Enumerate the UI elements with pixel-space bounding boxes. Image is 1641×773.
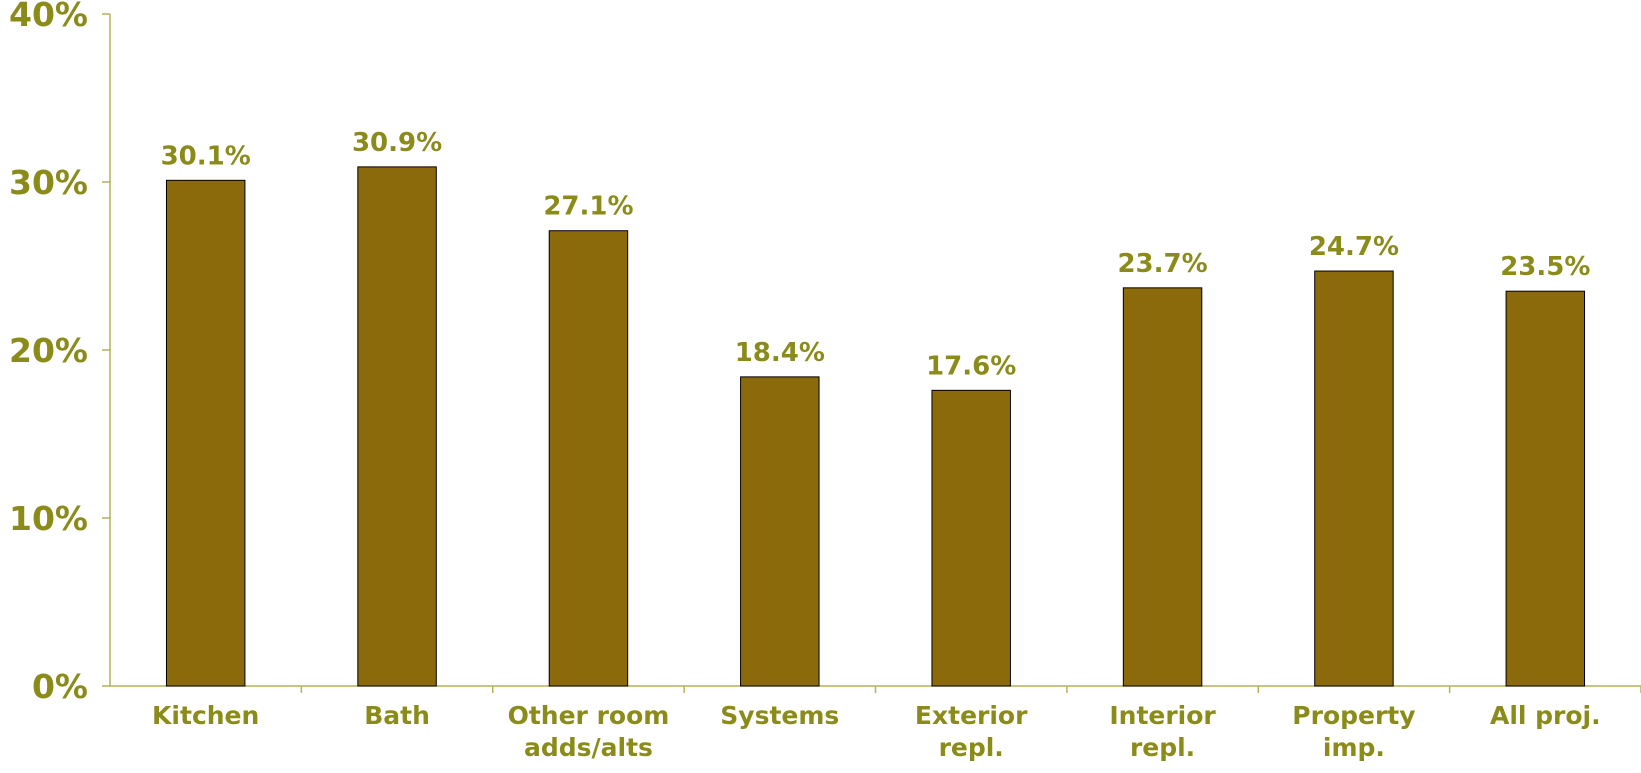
y-tick-label: 30% [9,163,88,202]
bar [1314,270,1394,687]
value-labels: 30.1% 30.9% 27.1% 18.4% 17.6% 23.7% 24.7% 23.5% [161,128,1591,381]
bar [357,166,437,687]
data-label: 17.6% [926,351,1016,381]
bar [1505,290,1586,687]
bar [740,376,820,687]
y-tick-label: 0% [32,667,88,706]
x-tick-label: Other room [508,701,670,730]
x-tick-label: imp. [1323,733,1385,762]
x-tick-labels: Kitchen Bath Other room adds/alts Systems Ext… [152,701,1601,762]
axes [102,13,1641,693]
x-tick-label: Interior [1109,701,1216,730]
data-label: 18.4% [735,338,825,368]
y-tick-labels: 0% 10% 20% 30% 40% [9,0,88,706]
data-label: 23.5% [1500,252,1590,282]
x-tick-label: Property [1292,701,1415,730]
y-tick-label: 10% [9,499,88,538]
x-tick-label: Exterior [915,701,1028,730]
bar [548,230,629,687]
x-tick-label: Kitchen [152,701,259,730]
bar [165,179,246,687]
data-label: 27.1% [543,192,633,222]
bar [1122,287,1203,687]
x-tick-label: adds/alts [524,733,653,762]
data-label: 30.9% [352,128,442,158]
data-label: 24.7% [1309,232,1399,262]
x-tick-label: Systems [720,701,839,730]
bars [165,166,1586,687]
y-tick-label: 40% [9,0,88,34]
y-tick-label: 20% [9,331,88,370]
x-tick-label: repl. [939,733,1004,762]
x-tick-label: All proj. [1490,701,1601,730]
data-label: 30.1% [161,141,251,171]
x-tick-label: Bath [364,701,430,730]
data-label: 23.7% [1117,249,1207,279]
x-tick-label: repl. [1130,733,1195,762]
bar [931,389,1011,687]
